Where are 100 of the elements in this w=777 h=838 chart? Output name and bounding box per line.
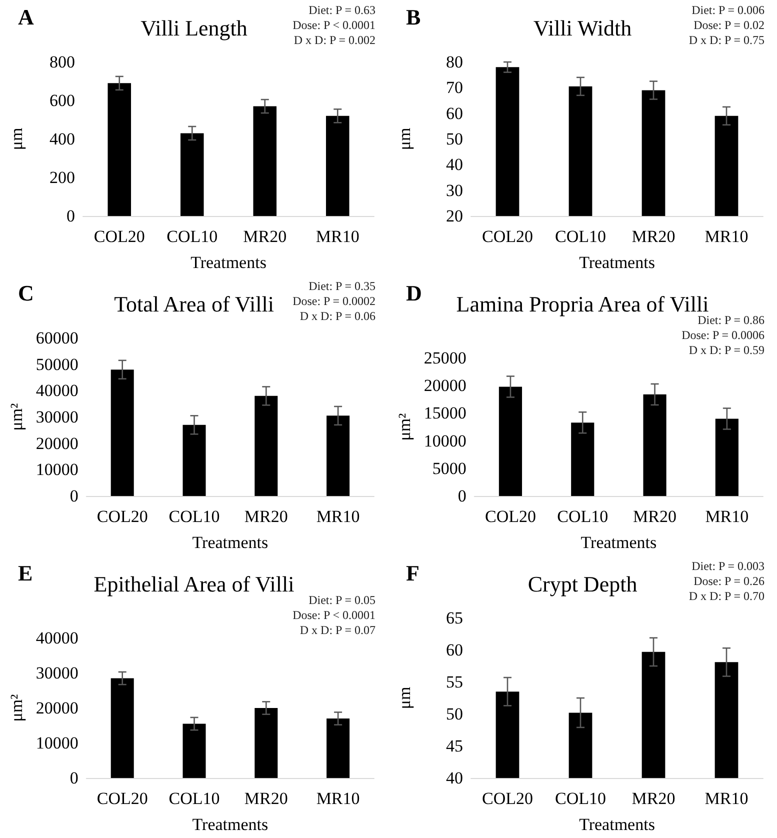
y-tick-label: 60	[446, 104, 463, 123]
chart-title: Villi Length	[140, 16, 248, 40]
text: Diet: P = 0.05	[308, 593, 376, 607]
text: D x D: P = 0.59	[688, 343, 765, 357]
text: Dose: P < 0.0001	[292, 608, 376, 622]
text: D x D: P = 0.75	[688, 33, 765, 47]
y-tick-label: 20	[446, 206, 463, 226]
y-tick-label: 600	[50, 91, 75, 110]
y-tick-label: 0	[66, 206, 75, 226]
x-tick-label: COL20	[484, 507, 536, 526]
x-tick-label: COL20	[94, 227, 145, 246]
y-tick-label: 10000	[36, 460, 78, 480]
y-axis-title: μm²	[7, 403, 26, 431]
bar	[571, 422, 594, 496]
text: Diet: P = 0.63	[308, 3, 376, 17]
x-tick-label: COL10	[555, 227, 606, 246]
bar	[182, 724, 206, 778]
y-axis-title: μm	[395, 128, 414, 150]
y-tick-label: 65	[446, 608, 463, 628]
x-tick-label: COL20	[482, 789, 533, 808]
y-tick-label: 45	[446, 736, 463, 756]
y-tick-label: 0	[70, 768, 78, 788]
chart-title: Total Area of Villi	[114, 292, 274, 316]
text: F	[406, 560, 420, 586]
x-tick-label: MR10	[704, 789, 748, 808]
y-tick-label: 30	[446, 180, 463, 200]
bar	[326, 718, 350, 778]
bar	[326, 116, 350, 216]
y-tick-label: 40	[446, 768, 463, 788]
text: D x D: P = 0.002	[294, 33, 376, 47]
text: D x D: P = 0.70	[688, 589, 765, 603]
x-tick-label: COL20	[96, 507, 148, 526]
y-tick-label: 30000	[36, 664, 78, 682]
x-tick-label: COL10	[555, 789, 606, 808]
x-tick-label: MR10	[316, 789, 360, 808]
y-axis-title: μm²	[7, 694, 26, 722]
x-tick-label: COL10	[168, 507, 220, 526]
x-axis-title: Treatments	[579, 815, 655, 834]
y-axis-title: μm²	[395, 413, 414, 441]
y-tick-label: 0	[458, 486, 466, 506]
y-axis-title: μm	[395, 686, 414, 710]
bar	[498, 386, 522, 496]
text: D	[406, 280, 422, 306]
y-tick-label: 70	[446, 78, 463, 98]
x-tick-label: MR10	[316, 507, 360, 526]
chart-title: Crypt Depth	[528, 572, 638, 596]
y-tick-label: 30000	[36, 408, 78, 426]
bar	[254, 396, 278, 496]
y-tick-label: 20000	[424, 376, 466, 396]
x-tick-label: MR20	[244, 507, 288, 526]
text: Dose: P = 0.0002	[292, 294, 376, 308]
x-axis-title: Treatments	[192, 815, 268, 834]
y-tick-label: 60000	[36, 328, 78, 348]
text: Dose: P < 0.0001	[292, 18, 376, 32]
y-tick-label: 50000	[36, 354, 78, 374]
y-tick-label: 55	[446, 672, 463, 692]
y-tick-label: 10000	[36, 734, 78, 752]
x-tick-label: MR10	[316, 227, 360, 246]
bar	[182, 424, 206, 496]
text: Dose: P = 0.0006	[682, 328, 765, 342]
bar	[110, 370, 134, 496]
text: B	[406, 4, 421, 30]
x-axis-title: Treatments	[190, 253, 266, 272]
x-tick-label: COL10	[166, 227, 218, 246]
text: D x D: P = 0.06	[300, 309, 376, 323]
text: Diet: P = 0.006	[692, 3, 765, 17]
y-axis-title: μm	[7, 128, 26, 150]
text: E	[18, 560, 33, 586]
y-tick-label: 25000	[424, 348, 466, 368]
x-tick-label: MR10	[705, 507, 749, 526]
chart-title: Villi Width	[533, 16, 632, 40]
x-tick-label: COL10	[557, 507, 608, 526]
y-tick-label: 80	[446, 52, 463, 72]
x-tick-label: MR20	[632, 789, 676, 808]
text: Dose: P = 0.02	[694, 18, 765, 32]
bar	[253, 106, 277, 216]
y-tick-label: 5000	[432, 458, 466, 478]
y-tick-label: 0	[70, 486, 78, 506]
y-tick-label: 200	[50, 168, 75, 187]
y-tick-label: 60	[446, 640, 463, 660]
y-tick-label: 10000	[424, 431, 466, 450]
bar	[643, 394, 666, 496]
bar	[110, 678, 134, 778]
x-tick-label: MR20	[243, 227, 287, 246]
y-tick-label: 20000	[36, 698, 78, 718]
x-tick-label: MR20	[633, 507, 677, 526]
y-tick-label: 40	[446, 155, 463, 174]
text: C	[18, 280, 34, 306]
x-tick-label: MR10	[704, 227, 748, 246]
y-tick-label: 20000	[36, 434, 78, 453]
x-tick-label: COL10	[168, 789, 220, 808]
text: D x D: P = 0.07	[300, 623, 376, 637]
bar	[326, 416, 350, 496]
y-tick-label: 400	[50, 130, 75, 148]
y-tick-label: 40000	[36, 628, 78, 648]
bar	[254, 708, 278, 778]
y-tick-label: 15000	[424, 404, 466, 423]
y-tick-label: 50	[446, 704, 463, 724]
x-tick-label: COL20	[96, 789, 148, 808]
x-tick-label: MR20	[632, 227, 676, 246]
